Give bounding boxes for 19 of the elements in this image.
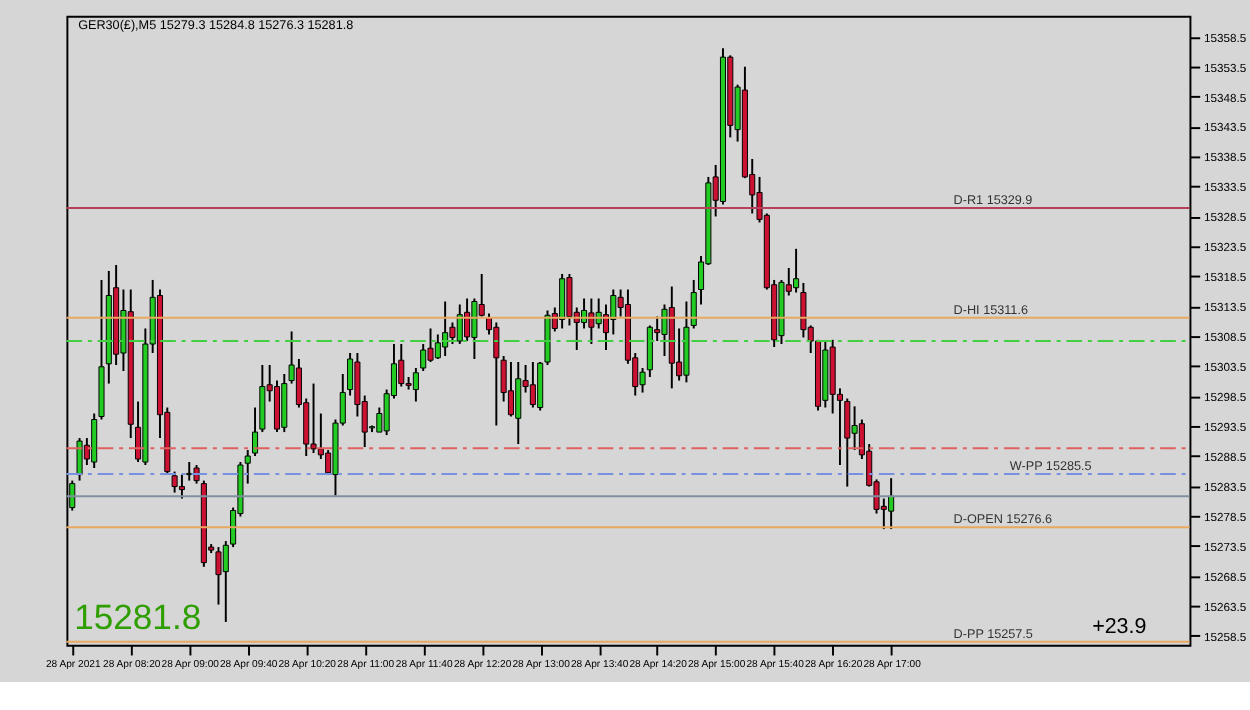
candlestick bbox=[559, 272, 566, 330]
candlestick bbox=[529, 361, 536, 409]
candlestick bbox=[456, 303, 463, 346]
candlestick bbox=[178, 473, 185, 500]
candlestick bbox=[171, 470, 178, 494]
candlestick bbox=[76, 437, 83, 482]
candlestick bbox=[464, 297, 471, 343]
annotation: +23.9 bbox=[1092, 614, 1147, 639]
candlestick bbox=[507, 361, 514, 418]
candlestick bbox=[515, 361, 522, 446]
candlestick bbox=[427, 327, 434, 363]
candlestick bbox=[442, 300, 449, 357]
candlestick bbox=[310, 382, 317, 455]
candlestick bbox=[661, 303, 668, 357]
annotation: 15281.8 bbox=[74, 597, 202, 638]
candlestick bbox=[888, 477, 895, 531]
candlestick bbox=[851, 405, 858, 452]
candlestick bbox=[493, 321, 500, 427]
candlestick bbox=[588, 297, 595, 346]
